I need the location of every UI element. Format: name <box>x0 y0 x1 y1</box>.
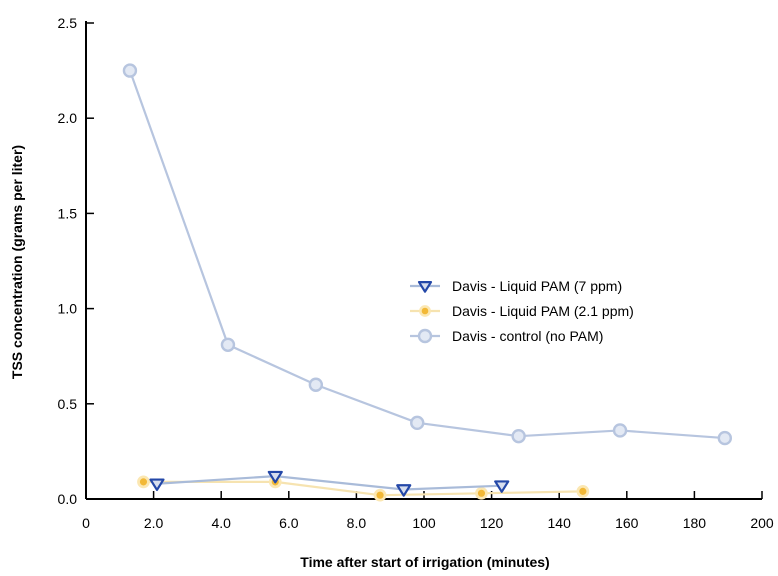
circle-point <box>139 478 148 486</box>
triangle-point <box>267 470 283 484</box>
open-circle-point <box>612 423 628 438</box>
triangle-point <box>494 480 510 493</box>
open-circle-point <box>410 415 425 431</box>
y-tick-label: 2.5 <box>58 15 78 31</box>
open-circle-point <box>511 428 526 444</box>
triangle-point <box>417 281 433 293</box>
series-line <box>143 480 583 497</box>
series-1 <box>137 475 590 502</box>
x-tick-label: 0 <box>82 515 90 531</box>
circle-point <box>376 491 384 499</box>
series-layer <box>122 63 733 502</box>
x-tick-label: 2.0 <box>144 515 164 531</box>
x-tick-label: 200 <box>750 515 774 531</box>
x-tick-label: 6.0 <box>279 515 299 531</box>
circle-point <box>421 307 429 315</box>
axes: 0.0 0.5 1.0 1.5 2.0 2.5 0 2.0 4.0 6.0 8.0 100 120 140… <box>58 15 774 531</box>
series-line <box>128 70 725 440</box>
series-2 <box>122 63 733 446</box>
x-tick-label: 180 <box>683 515 707 531</box>
open-circle-point <box>122 63 138 78</box>
y-axis-title: TSS concentration (grams per liter) <box>9 145 25 379</box>
triangle-point <box>149 478 165 492</box>
legend-label: Davis - control (no PAM) <box>452 328 603 344</box>
y-tick-label: 0.5 <box>58 396 78 412</box>
circle-point <box>477 489 486 497</box>
x-tick-label: 120 <box>480 515 504 531</box>
open-circle-point <box>417 328 433 344</box>
x-tick-label: 4.0 <box>211 515 231 531</box>
y-tick-label: 1.0 <box>58 301 78 317</box>
x-tick-label: 160 <box>615 515 639 531</box>
open-circle-point <box>308 377 324 392</box>
x-tick-label: 140 <box>548 515 572 531</box>
y-tick-label: 2.0 <box>58 110 78 126</box>
series-line <box>156 475 502 491</box>
circle-point <box>579 487 587 495</box>
legend: Davis - Liquid PAM (7 ppm) Davis - Liquid… <box>410 278 634 344</box>
legend-label: Davis - Liquid PAM (2.1 ppm) <box>452 303 634 319</box>
triangle-point <box>396 484 412 497</box>
open-circle-point <box>220 337 236 352</box>
y-tick-label: 1.5 <box>58 205 78 221</box>
x-tick-label: 100 <box>412 515 436 531</box>
open-circle-point <box>717 430 733 446</box>
series-0 <box>149 470 510 497</box>
x-axis-title: Time after start of irrigation (minutes) <box>300 554 549 570</box>
legend-label: Davis - Liquid PAM (7 ppm) <box>452 278 622 294</box>
y-tick-label: 0.0 <box>58 491 78 507</box>
x-tick-label: 8.0 <box>347 515 367 531</box>
